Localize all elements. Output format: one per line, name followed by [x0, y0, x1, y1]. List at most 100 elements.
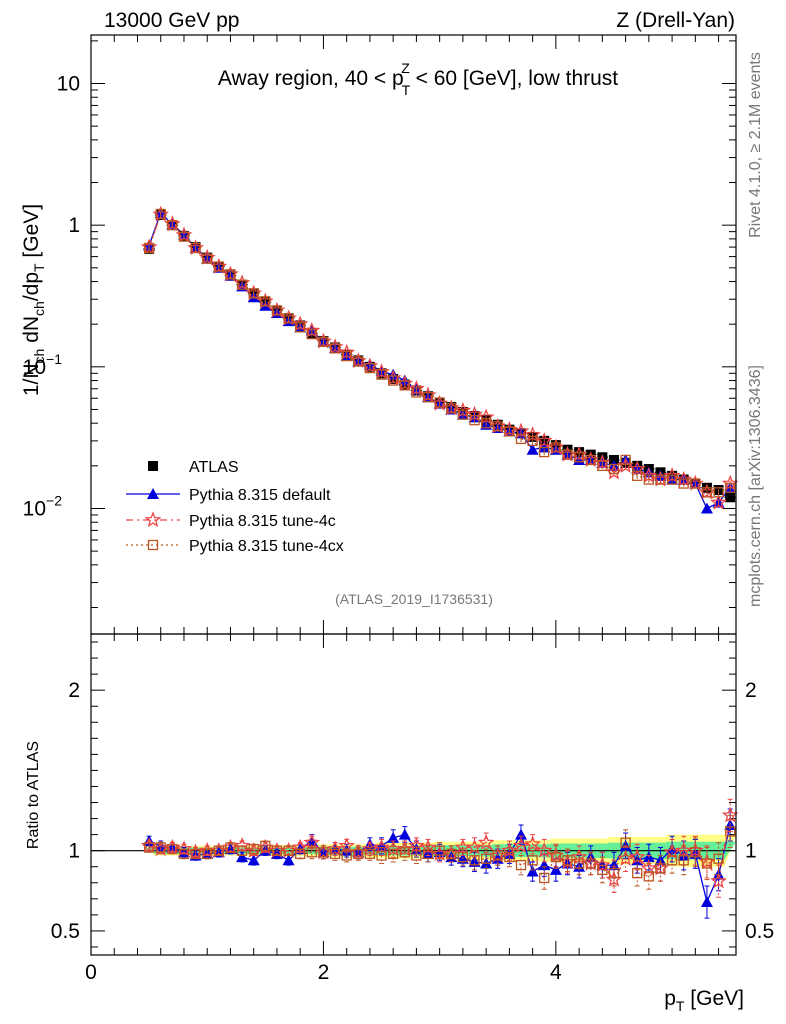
ratio-point-tune4cx-marker — [504, 851, 515, 863]
model-point-tune4cx-marker — [306, 329, 317, 340]
ratio-y-tick-label-right: 0.5 — [745, 920, 774, 943]
ratio-point-tune4cx-marker — [655, 863, 666, 874]
main-frame — [90, 34, 737, 635]
main-title-post: < 60 [GeV], low thrust — [410, 67, 619, 90]
model-point-tune4cx-marker — [480, 418, 492, 429]
header-left: 13000 GeV pp — [104, 9, 239, 32]
model-point-tune4cx-marker — [178, 231, 190, 242]
x-axis-label: pT [GeV] — [664, 987, 744, 1014]
model-point-tune4cx-marker — [527, 435, 538, 447]
model-point-tune4cx-marker — [295, 322, 306, 333]
ratio-point-tune4cx-marker — [725, 826, 736, 837]
ratio-point-default-marker — [282, 854, 295, 866]
model-point-tune4cx-marker — [597, 460, 608, 471]
ratio-point-tune4cx-marker — [167, 843, 178, 855]
legend-label: ATLAS — [189, 459, 239, 476]
ratio-point-tune4cx-marker — [666, 855, 678, 866]
ratio-point-tune4c-marker — [501, 841, 518, 858]
ratio-point-tune4cx-marker — [225, 842, 236, 853]
x-tick-label: 2 — [318, 961, 330, 984]
model-point-tune4cx-marker — [167, 220, 178, 231]
model-point-tune4cx-marker — [202, 253, 213, 264]
ratio-y-tick-label: 2 — [68, 679, 80, 702]
ratio-y-axis-label: Ratio to ATLAS — [25, 741, 42, 849]
ratio-point-tune4cx-marker — [492, 850, 503, 861]
ratio-point-tune4cx-marker — [422, 848, 434, 860]
model-point-tune4cx-marker — [283, 313, 294, 324]
ratio-point-tune4c-marker — [593, 856, 611, 873]
ratio-point-tune4cx-marker — [364, 848, 376, 860]
ratio-point-tune4cx-marker — [550, 851, 562, 863]
ratio-point-tune4c-marker — [396, 840, 414, 857]
ratio-point-tune4c-marker — [512, 837, 530, 853]
ratio-point-tune4c-marker — [570, 848, 588, 865]
model-point-tune4cx-marker — [399, 380, 410, 391]
model-point-tune4c-marker — [628, 460, 646, 477]
model-point-tune4cx-marker — [446, 403, 457, 414]
ratio-point-tune4cx-marker — [260, 840, 271, 852]
model-point-tune4cx-marker — [666, 474, 678, 485]
main-title-sub: T — [402, 82, 411, 98]
ratio-point-default-marker — [526, 865, 539, 877]
mcplots-label: mcplots.cern.ch [arXiv:1306.3436] — [747, 365, 764, 607]
model-point-tune4cx-marker — [550, 442, 562, 453]
ratio-point-tune4cx-marker — [143, 842, 155, 853]
ratio-point-tune4cx-marker — [306, 847, 317, 858]
legend-marker-tune4c-marker — [144, 511, 162, 528]
model-point-default-marker — [700, 502, 713, 514]
legend-label: Pythia 8.315 tune-4cx — [189, 538, 344, 555]
ratio-point-tune4cx-marker — [678, 855, 689, 866]
legend-label: Pythia 8.315 default — [189, 487, 331, 504]
ratio-point-tune4cx-marker — [190, 848, 201, 860]
ratio-point-tune4cx-marker — [388, 848, 399, 860]
model-point-tune4cx-marker — [376, 369, 387, 380]
ratio-point-default-marker — [398, 828, 411, 840]
rivet-version-label: Rivet 4.1.0, ≥ 2.1M events — [747, 52, 764, 238]
model-point-tune4cx-marker — [155, 208, 166, 220]
model-point-tune4cx-marker — [225, 269, 236, 280]
ratio-point-tune4cx-marker — [411, 850, 422, 861]
ratio-point-tune4cx-marker — [434, 845, 445, 856]
ratio-point-tune4cx-marker — [399, 847, 410, 858]
ratio-point-tune4cx-marker — [480, 853, 492, 864]
ratio-point-tune4c-marker — [617, 849, 635, 866]
model-point-tune4cx-marker — [690, 478, 701, 489]
model-point-tune4cx-marker — [585, 454, 596, 466]
ratio-point-default-marker — [538, 859, 551, 871]
model-point-tune4cx-marker — [411, 387, 422, 398]
ratio-point-tune4cx-marker — [236, 845, 248, 856]
ratio-point-tune4cx-marker — [213, 845, 224, 856]
ratio-point-tune4cx-marker — [643, 871, 654, 882]
ratio-point-tune4c-marker — [535, 841, 553, 858]
ratio-point-tune4cx-marker — [608, 867, 620, 879]
legend-marker-tune4cx-marker — [147, 539, 159, 551]
ratio-point-tune4c-marker — [233, 837, 251, 853]
model-point-tune4cx-marker — [632, 470, 643, 481]
ratio-point-tune4c-marker — [175, 840, 193, 857]
header-right: Z (Drell-Yan) — [616, 9, 735, 32]
model-point-tune4cx-marker — [190, 242, 201, 254]
main-series — [140, 205, 739, 514]
ratio-point-tune4cx-marker — [597, 864, 608, 876]
ratio-point-tune4cx-marker — [690, 847, 701, 858]
model-point-default-marker — [538, 441, 551, 453]
ratio-point-tune4cx-marker — [202, 848, 213, 860]
x-tick-label: 4 — [550, 961, 562, 984]
ratio-point-default-marker — [700, 896, 713, 908]
model-point-tune4c-marker — [710, 493, 727, 510]
model-point-tune4cx-marker — [608, 463, 620, 475]
ratio-point-tune4cx-marker — [457, 851, 469, 863]
x-tick-label: 0 — [85, 961, 97, 984]
model-point-tune4cx-marker — [701, 487, 713, 498]
ratio-point-tune4cx-marker — [469, 855, 480, 866]
ratio-point-tune4cx-marker — [515, 859, 527, 871]
main-title: Away region, 40 < pTZ < 60 [GeV], low th… — [218, 60, 618, 98]
ratio-point-tune4cx-marker — [527, 855, 538, 866]
ratio-point-tune4cx-marker — [632, 867, 643, 879]
ratio-point-tune4c-marker — [524, 835, 541, 852]
model-point-tune4cx-marker — [539, 446, 550, 458]
ratio-y-tick-label: 1 — [68, 840, 80, 863]
model-point-tune4cx-marker — [213, 261, 224, 272]
ratio-frame — [90, 633, 737, 956]
model-point-tune4cx-marker — [713, 487, 724, 498]
